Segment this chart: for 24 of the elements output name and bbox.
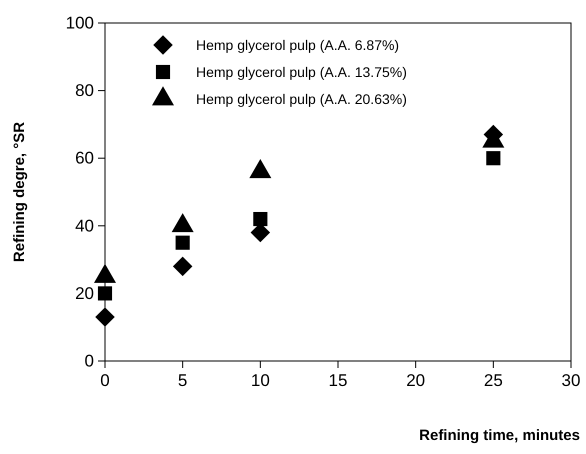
y-tick-label: 60: [75, 148, 94, 168]
x-tick-label: 15: [328, 371, 348, 390]
x-tick-label: 10: [250, 371, 270, 390]
x-tick-label: 5: [178, 371, 188, 390]
x-axis-title: Refining time, minutes: [419, 427, 580, 444]
legend-label: Hemp glycerol pulp (A.A. 13.75%): [196, 64, 407, 80]
point: [172, 256, 192, 276]
y-tick-label: 100: [66, 13, 94, 32]
x-tick-label: 25: [484, 371, 503, 390]
point: [253, 212, 268, 226]
y-tick-label: 40: [75, 216, 94, 236]
y-tick-label: 20: [75, 284, 94, 303]
point: [176, 236, 190, 250]
x-tick-label: 20: [406, 371, 426, 390]
y-tick-label: 80: [75, 81, 94, 100]
legend-label: Hemp glycerol pulp (A.A. 6.87%): [196, 37, 400, 53]
y-axis-title: Refining degre, °SR: [11, 122, 28, 262]
x-tick-label: 0: [100, 371, 110, 390]
point: [98, 286, 112, 300]
legend-label: Hemp glycerol pulp (A.A. 20.63%): [196, 91, 407, 107]
y-tick-label: 0: [84, 351, 94, 370]
x-tick-label: 30: [562, 371, 580, 390]
point: [486, 151, 500, 166]
point: [95, 307, 115, 327]
